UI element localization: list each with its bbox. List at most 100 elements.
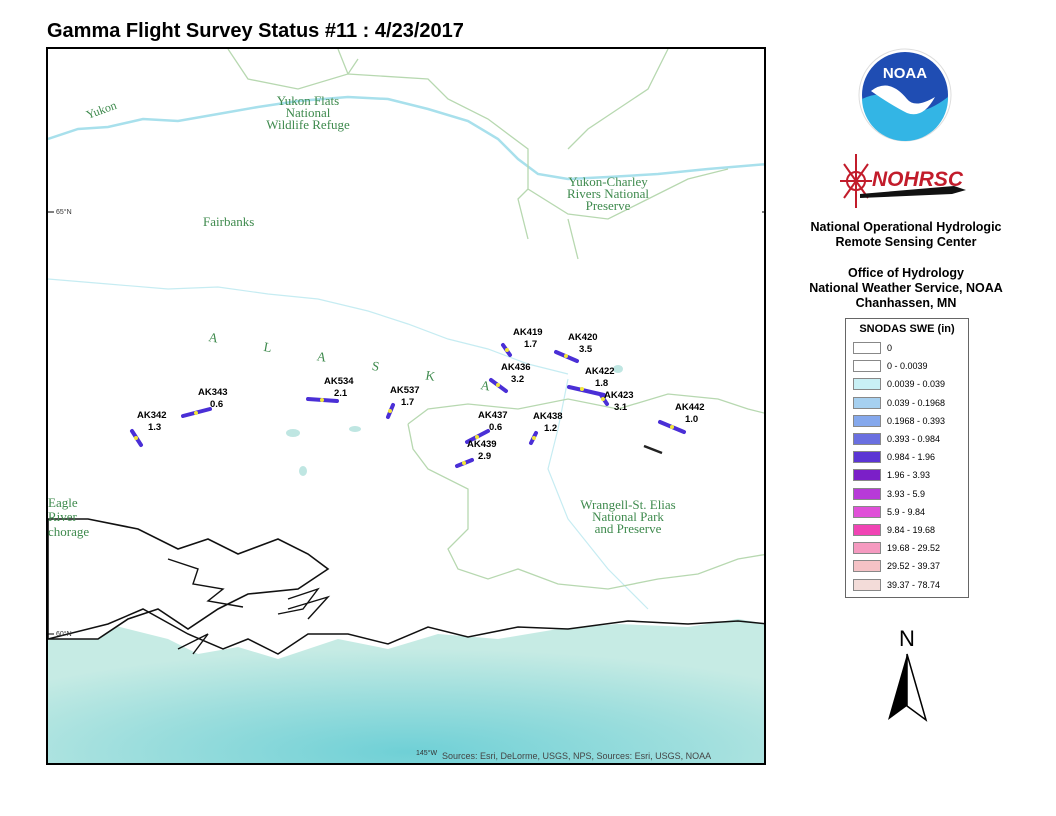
flight-ak534[interactable]: AK534 2.1 [306, 376, 354, 403]
flight-ak438[interactable]: AK438 1.2 [529, 411, 563, 445]
north-arrow-icon: N [888, 626, 928, 722]
legend-swatch [853, 342, 881, 354]
label-wrangell-2: National Park [592, 509, 664, 524]
legend-swatch [853, 578, 881, 591]
svg-text:AK420: AK420 [568, 332, 598, 343]
flight-ak442[interactable]: AK442 1.0 [658, 402, 705, 434]
label-eagle: Eagle [48, 495, 78, 510]
flight-ak419[interactable]: AK419 1.7 [501, 327, 543, 357]
legend-swatch [853, 396, 881, 409]
flight-ak342[interactable]: AK342 1.3 [130, 410, 167, 447]
legend-row: 0 [853, 341, 892, 355]
svg-text:AK343: AK343 [198, 387, 228, 398]
coastal-detail [167, 558, 331, 655]
label-yukon-charley-2: Rivers National [567, 186, 649, 201]
legend-label: 0.984 - 1.96 [887, 452, 936, 463]
legend-label: 39.37 - 78.74 [887, 579, 941, 590]
legend-swatch [853, 487, 881, 500]
svg-text:1.0: 1.0 [685, 414, 698, 425]
svg-text:1.3: 1.3 [148, 422, 161, 433]
svg-text:AK534: AK534 [324, 376, 354, 387]
svg-text:AK537: AK537 [390, 385, 420, 396]
legend-swatch [853, 560, 881, 573]
legend-label: 0.393 - 0.984 [887, 434, 941, 444]
flight-ak422[interactable]: AK422 1.8 [567, 366, 615, 397]
map-canvas[interactable]: Yukon Yukon Flats National Wildlife Refu… [48, 49, 766, 765]
legend-swatch [853, 542, 881, 555]
flight-ak439[interactable]: AK439 2.9 [455, 439, 497, 468]
svg-text:3.5: 3.5 [579, 344, 593, 355]
svg-text:2.1: 2.1 [334, 388, 348, 399]
lon-145-label: 145°W [416, 749, 437, 757]
svg-text:NOHRSC: NOHRSC [872, 168, 964, 191]
legend-row: 0.039 - 0.1968 [853, 396, 945, 410]
coastal-inlet [48, 518, 330, 640]
legend-swatch [853, 360, 881, 373]
legend-row: 39.37 - 78.74 [853, 578, 940, 592]
org-line-5: Chanhassen, MN [855, 296, 957, 310]
map-frame[interactable]: Yukon Yukon Flats National Wildlife Refu… [46, 47, 766, 765]
label-yukon: Yukon [84, 98, 118, 122]
legend-row: 19.68 - 29.52 [853, 541, 940, 555]
flight-ak343[interactable]: AK343 0.6 [181, 387, 228, 418]
legend-swatch [853, 505, 881, 518]
lake [613, 365, 623, 373]
svg-text:3.1: 3.1 [614, 402, 628, 413]
legend-row: 29.52 - 39.37 [853, 559, 940, 573]
legend-label: 5.9 - 9.84 [887, 506, 926, 517]
label-anchorage: chorage [48, 524, 89, 539]
legend-row: 9.84 - 19.68 [853, 523, 935, 537]
label-yukon-charley-1: Yukon-Charley [568, 174, 648, 189]
legend-row: 3.93 - 5.9 [853, 487, 925, 501]
legend-row: 0.0039 - 0.039 [853, 377, 945, 391]
legend-swatch [853, 378, 881, 391]
flight-lines[interactable]: AK342 1.3 AK343 0.6 AK534 2.1 AK537 1.7 [130, 327, 705, 468]
svg-text:NOAA: NOAA [883, 65, 927, 82]
label-yukon-charley-3: Preserve [586, 198, 631, 213]
svg-text:1.7: 1.7 [524, 339, 537, 350]
swe-legend: SNODAS SWE (in) 0 0 - 0.0039 0.0039 - 0.03… [845, 318, 969, 598]
nohrsc-logo: NOHRSC [840, 154, 966, 208]
label-yukon-flats-3: Wildlife Refuge [266, 117, 350, 132]
org-line-4: National Weather Service, NOAA [809, 281, 1003, 295]
flight-ak537[interactable]: AK537 1.7 [386, 385, 420, 419]
label-yukon-flats-2: National [286, 105, 331, 120]
svg-text:AK439: AK439 [467, 439, 497, 450]
map-credits: Sources: Esri, DeLorme, USGS, NPS, Sourc… [442, 751, 711, 761]
legend-label: 19.68 - 29.52 [887, 543, 941, 554]
legend-label: 3.93 - 5.9 [887, 488, 926, 499]
label-yukon-flats-1: Yukon Flats [277, 93, 339, 108]
svg-text:AK438: AK438 [533, 411, 563, 422]
legend-label: 29.52 - 39.37 [887, 561, 941, 572]
svg-text:AK419: AK419 [513, 327, 543, 338]
org-line-2: Remote Sensing Center [835, 235, 977, 249]
legend-row: 0.1968 - 0.393 [853, 414, 945, 428]
svg-text:1.7: 1.7 [401, 397, 414, 408]
svg-text:AK442: AK442 [675, 402, 705, 413]
flight-ak420[interactable]: AK420 3.5 [554, 332, 598, 363]
svg-text:1.2: 1.2 [544, 423, 557, 434]
flight-unlabeled-track [643, 444, 663, 455]
label-wrangell-1: Wrangell-St. Elias [580, 497, 676, 512]
legend-swatch [853, 414, 881, 427]
label-river: River [48, 509, 78, 524]
copper-river [547, 378, 649, 610]
flight-ak436[interactable]: AK436 3.2 [489, 362, 531, 393]
legend-row: 0 - 0.0039 [853, 359, 928, 373]
flight-ak437[interactable]: AK437 0.6 [465, 410, 508, 444]
org-line-1: National Operational Hydrologic [810, 220, 1002, 234]
svg-text:N: N [899, 626, 915, 651]
svg-text:0.6: 0.6 [489, 422, 502, 433]
legend-row: 0.984 - 1.96 [853, 450, 935, 464]
tanana-river [48, 278, 569, 375]
noaa-logo: NOAA [858, 48, 952, 142]
svg-text:AK437: AK437 [478, 410, 508, 421]
svg-text:AK423: AK423 [604, 390, 634, 401]
flight-ak423[interactable]: AK423 3.1 [599, 390, 634, 413]
label-fairbanks: Fairbanks [203, 214, 254, 229]
svg-text:2.9: 2.9 [478, 451, 491, 462]
park-boundary-north [227, 49, 729, 260]
legend-label: 0 - 0.0039 [887, 361, 928, 372]
lake [286, 429, 300, 437]
gulf-of-alaska [48, 619, 764, 763]
